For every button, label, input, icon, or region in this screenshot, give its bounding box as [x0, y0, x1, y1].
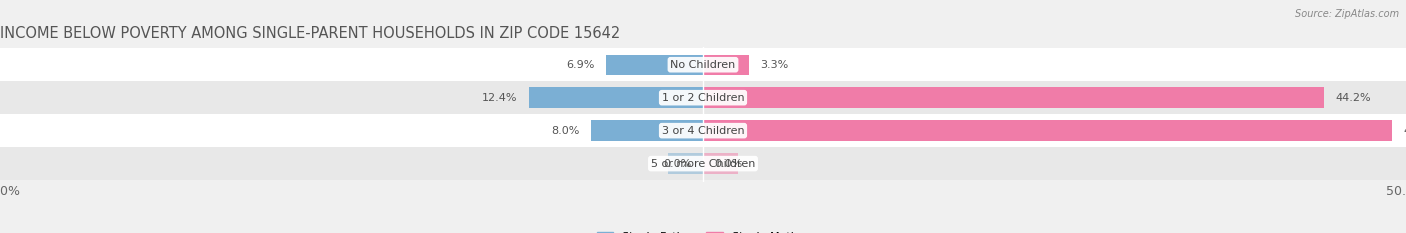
Bar: [0, 48, 1406, 81]
Bar: [703, 55, 749, 75]
Bar: [703, 120, 1392, 141]
Text: 3 or 4 Children: 3 or 4 Children: [662, 126, 744, 136]
Bar: [703, 153, 738, 174]
Bar: [0, 147, 1406, 180]
Bar: [703, 87, 1324, 108]
Text: 1 or 2 Children: 1 or 2 Children: [662, 93, 744, 103]
Text: 6.9%: 6.9%: [567, 60, 595, 70]
Text: Source: ZipAtlas.com: Source: ZipAtlas.com: [1295, 9, 1399, 19]
Text: 0.0%: 0.0%: [664, 159, 692, 169]
Bar: [591, 120, 703, 141]
Text: 12.4%: 12.4%: [482, 93, 517, 103]
Legend: Single Father, Single Mother: Single Father, Single Mother: [592, 227, 814, 233]
Text: 0.0%: 0.0%: [714, 159, 742, 169]
Text: 8.0%: 8.0%: [551, 126, 579, 136]
Bar: [668, 153, 703, 174]
Text: No Children: No Children: [671, 60, 735, 70]
Text: 5 or more Children: 5 or more Children: [651, 159, 755, 169]
Bar: [0, 114, 1406, 147]
Bar: [529, 87, 703, 108]
Bar: [606, 55, 703, 75]
Text: 49.0%: 49.0%: [1403, 126, 1406, 136]
Bar: [0, 81, 1406, 114]
Text: 44.2%: 44.2%: [1336, 93, 1371, 103]
Text: INCOME BELOW POVERTY AMONG SINGLE-PARENT HOUSEHOLDS IN ZIP CODE 15642: INCOME BELOW POVERTY AMONG SINGLE-PARENT…: [0, 26, 620, 41]
Text: 3.3%: 3.3%: [761, 60, 789, 70]
